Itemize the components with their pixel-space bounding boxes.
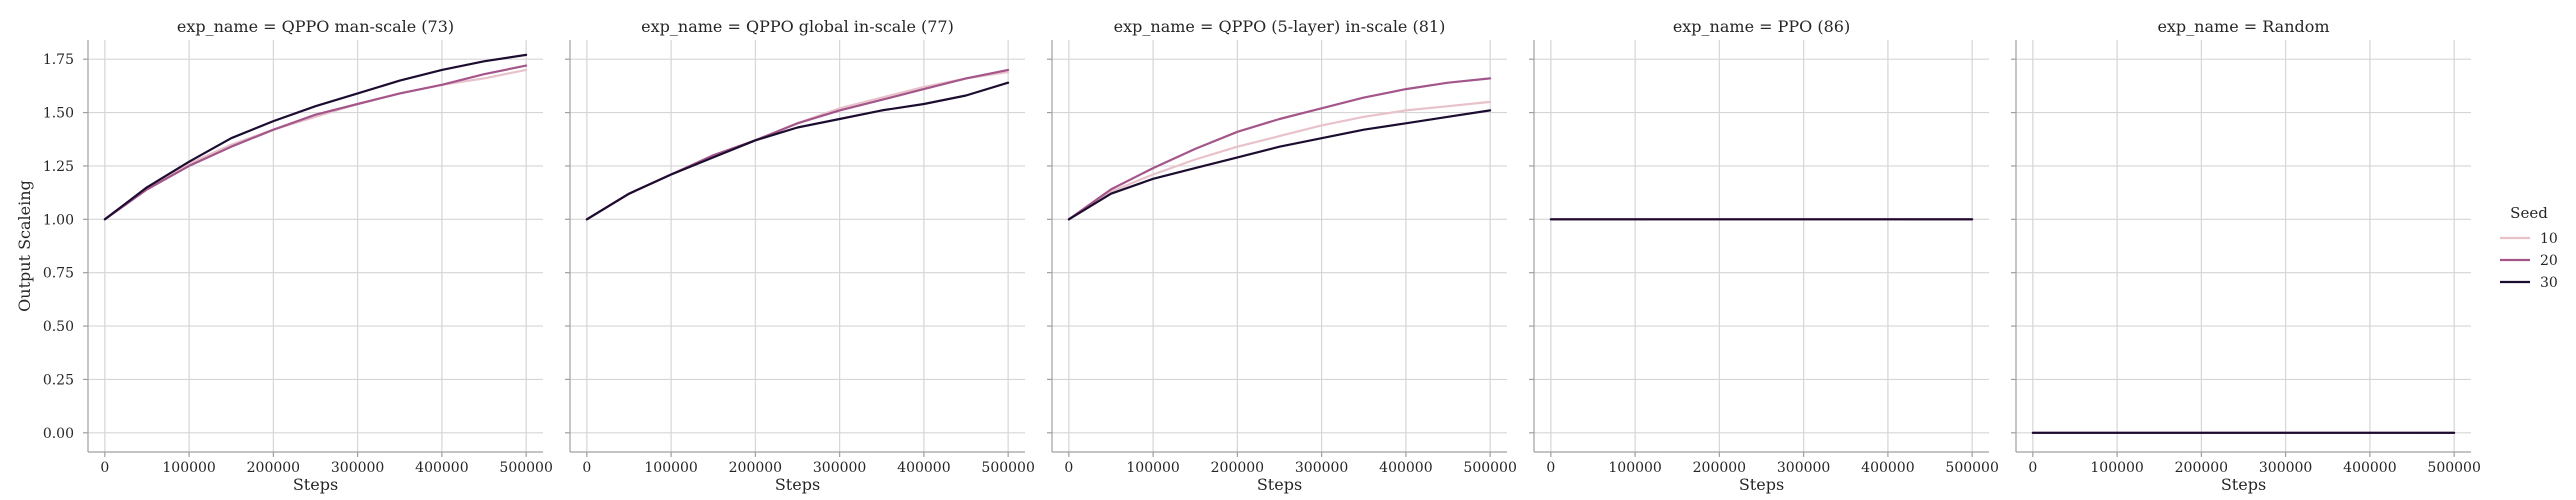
x-tick-label: 300000 bbox=[2259, 460, 2312, 476]
legend-label: 10 bbox=[2540, 231, 2558, 247]
y-axis-label: Output Scaleing bbox=[15, 180, 34, 312]
x-tick-label: 0 bbox=[1546, 460, 1555, 476]
y-tick-label: 1.25 bbox=[43, 159, 74, 175]
x-tick-label: 0 bbox=[582, 460, 591, 476]
x-tick-label: 300000 bbox=[1777, 460, 1830, 476]
panels-layer: exp_name = QPPO man-scale (73) 0 100000 200… bbox=[43, 17, 2481, 494]
y-tick-label: 0.50 bbox=[43, 319, 74, 335]
facet-panel: exp_name = PPO (86) 0 100000 200000 300000 40… bbox=[1529, 17, 1999, 494]
x-tick-label: 100000 bbox=[162, 460, 215, 476]
series-line-seed-30 bbox=[1067, 109, 1492, 221]
x-axis-label: Steps bbox=[1257, 475, 1302, 494]
x-tick-label: 400000 bbox=[1379, 460, 1432, 476]
x-tick-label: 200000 bbox=[247, 460, 300, 476]
series-line-seed-30 bbox=[585, 81, 1010, 221]
series-line-seed-20 bbox=[103, 64, 528, 221]
x-tick-label: 500000 bbox=[1945, 460, 1998, 476]
x-tick-label: 0 bbox=[1064, 460, 1073, 476]
facet-panel: exp_name = QPPO man-scale (73) 0 100000 200… bbox=[43, 17, 553, 494]
x-axis-label: Steps bbox=[775, 475, 820, 494]
facet-panel: exp_name = QPPO (5-layer) in-scale (81) 0… bbox=[1047, 17, 1517, 494]
x-tick-label: 200000 bbox=[1693, 460, 1746, 476]
x-tick-label: 500000 bbox=[499, 460, 552, 476]
x-tick-label: 100000 bbox=[644, 460, 697, 476]
x-tick-label: 500000 bbox=[1463, 460, 1516, 476]
y-tick-label: 1.75 bbox=[43, 52, 74, 68]
x-tick-label: 300000 bbox=[331, 460, 384, 476]
x-tick-label: 500000 bbox=[2427, 460, 2480, 476]
x-tick-label: 0 bbox=[100, 460, 109, 476]
series-line-seed-30 bbox=[103, 53, 528, 221]
legend-title: Seed bbox=[2510, 204, 2548, 222]
x-tick-label: 500000 bbox=[981, 460, 1034, 476]
x-tick-label: 200000 bbox=[1211, 460, 1264, 476]
x-tick-label: 400000 bbox=[897, 460, 950, 476]
y-tick-label: 1.00 bbox=[43, 212, 74, 228]
x-tick-label: 400000 bbox=[1861, 460, 1914, 476]
series-line-seed-10 bbox=[585, 70, 1010, 221]
panel-title: exp_name = QPPO global in-scale (77) bbox=[641, 17, 954, 36]
x-axis-label: Steps bbox=[2221, 475, 2266, 494]
legend-label: 30 bbox=[2540, 275, 2558, 291]
x-tick-label: 100000 bbox=[2090, 460, 2143, 476]
series-line-seed-10 bbox=[103, 68, 528, 221]
panel-title: exp_name = PPO (86) bbox=[1673, 17, 1850, 36]
y-tick-label: 0.25 bbox=[43, 372, 74, 388]
x-tick-label: 400000 bbox=[2343, 460, 2396, 476]
facet-panel: exp_name = QPPO global in-scale (77) 0 100… bbox=[565, 17, 1035, 494]
series-line-seed-10 bbox=[1067, 100, 1492, 221]
series-line-seed-20 bbox=[1067, 77, 1492, 221]
panel-title: exp_name = QPPO man-scale (73) bbox=[177, 17, 454, 36]
x-tick-label: 100000 bbox=[1126, 460, 1179, 476]
x-tick-label: 100000 bbox=[1608, 460, 1661, 476]
facet-panel: exp_name = Random 0 100000 200000 300000 4000… bbox=[2011, 17, 2481, 494]
x-tick-label: 300000 bbox=[1295, 460, 1348, 476]
x-tick-label: 400000 bbox=[415, 460, 468, 476]
legend-label: 20 bbox=[2540, 253, 2558, 269]
x-axis-label: Steps bbox=[293, 475, 338, 494]
y-tick-label: 0.00 bbox=[43, 426, 74, 442]
legend-entries: 10 20 30 bbox=[2500, 231, 2558, 291]
x-axis-label: Steps bbox=[1739, 475, 1784, 494]
panel-title: exp_name = QPPO (5-layer) in-scale (81) bbox=[1114, 17, 1446, 36]
y-tick-label: 0.75 bbox=[43, 266, 74, 282]
x-tick-label: 200000 bbox=[729, 460, 782, 476]
legend: Seed 10 20 30 bbox=[2500, 204, 2558, 291]
x-tick-label: 0 bbox=[2028, 460, 2037, 476]
x-tick-label: 300000 bbox=[813, 460, 866, 476]
y-tick-label: 1.50 bbox=[43, 106, 74, 122]
series-line-seed-20 bbox=[585, 68, 1010, 221]
x-tick-label: 200000 bbox=[2175, 460, 2228, 476]
panel-title: exp_name = Random bbox=[2157, 17, 2329, 36]
